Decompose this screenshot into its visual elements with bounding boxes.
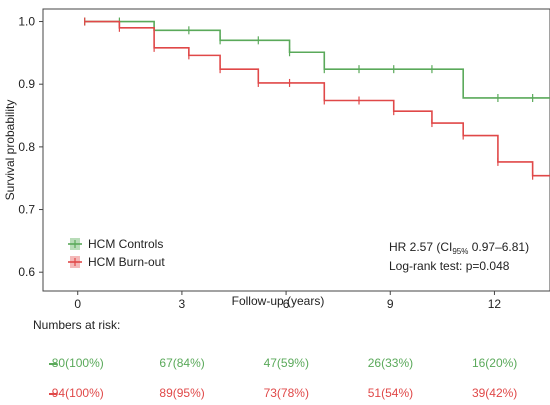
numbers-at-risk-title: Numbers at risk: [33,318,121,332]
y-tick-label: 0.8 [18,140,35,154]
x-tick-label: 3 [179,297,186,310]
y-axis: 0.6 0.7 0.8 0.9 1.0 [18,15,43,279]
y-tick-label: 0.6 [18,265,35,279]
risk-row-burnout: 94(100%) 89(95%) 73(78%) 51(54%) 39(42%) [0,386,550,402]
hazard-ratio-subscript: 95% [452,247,468,256]
x-tick-label: 12 [488,297,502,310]
y-tick-label: 0.9 [18,77,35,91]
logrank-test: Log-rank test: p=0.048 [389,259,510,273]
y-tick-label: 0.7 [18,203,35,217]
x-tick-label: 0 [74,297,81,310]
hazard-ratio: HR 2.57 (CI95% 0.97–6.81) [389,240,529,256]
series-layer [84,17,550,180]
x-tick-label: 6 [283,297,290,310]
risk-cell: 51(54%) [367,386,414,400]
legend-label-controls: HCM Controls [88,237,163,251]
risk-cell: 67(84%) [159,356,205,370]
risk-cell: 94(100%) [51,386,104,400]
y-tick-label: 1.0 [18,15,35,29]
legend-label-burnout: HCM Burn-out [88,255,165,269]
kaplan-meier-chart: 0.6 0.7 0.8 0.9 1.0 0 3 6 9 12 Survival probabil… [3,8,550,310]
x-axis-title: Follow-up (years) [232,294,325,308]
risk-cell: 39(42%) [471,386,518,400]
x-axis: 0 3 6 9 12 [74,291,501,310]
risk-cell: 47(59%) [263,356,309,370]
risk-cell: 80(100%) [51,356,104,370]
risk-cell: 16(20%) [471,356,518,370]
risk-cell: 89(95%) [159,386,205,400]
risk-row-controls: 80(100%) 67(84%) 47(59%) 26(33%) 16(20%) [0,356,550,372]
risk-row-marker [48,393,57,395]
legend: HCM Controls HCM Burn-out [68,237,165,269]
x-tick-label: 9 [387,297,394,310]
stats-annotation: HR 2.57 (CI95% 0.97–6.81) Log-rank test:… [389,240,529,273]
plot-area [42,8,550,292]
y-axis-title: Survival probability [3,100,17,201]
risk-cell: 26(33%) [367,356,414,370]
risk-row-marker [48,363,57,365]
risk-cell: 73(78%) [263,386,309,400]
